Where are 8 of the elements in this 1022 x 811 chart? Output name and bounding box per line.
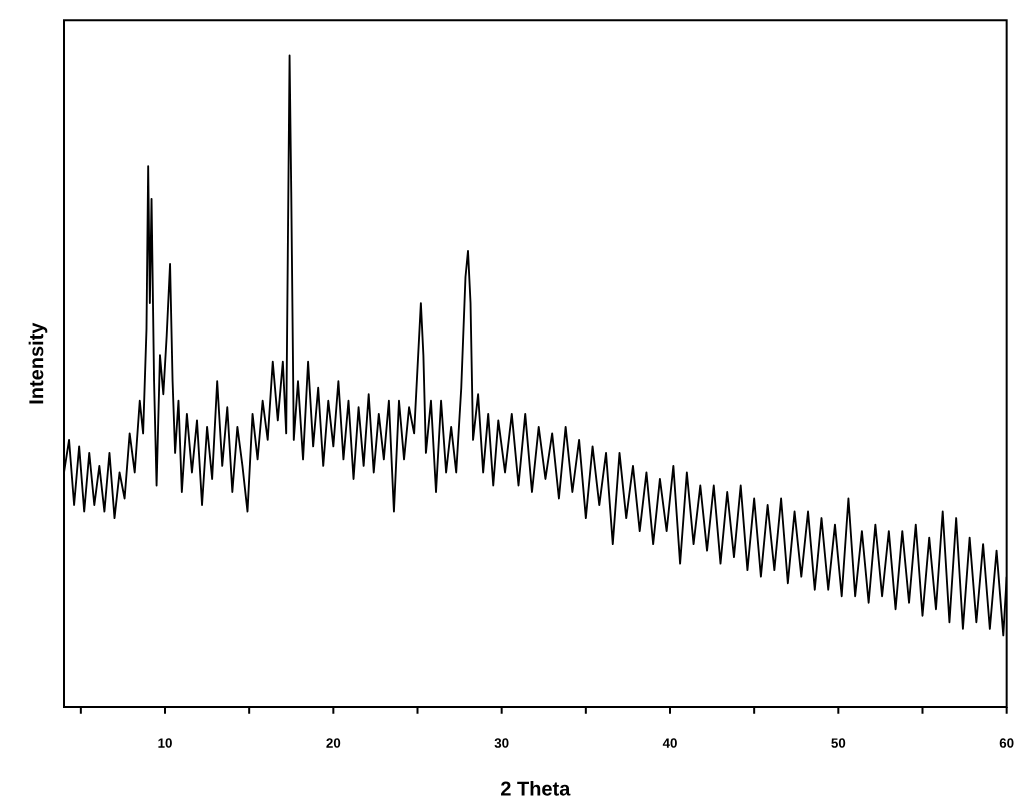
x-tick-label: 60	[999, 738, 1014, 748]
x-tick-label: 30	[494, 738, 509, 748]
x-axis-title: 2 Theta	[501, 780, 571, 796]
x-tick-label: 10	[158, 738, 172, 748]
x-tick-label: 20	[326, 738, 341, 748]
x-tick-label: 50	[831, 738, 846, 748]
x-tick-label: 40	[662, 738, 677, 748]
y-axis-title: Intensity	[28, 322, 48, 404]
